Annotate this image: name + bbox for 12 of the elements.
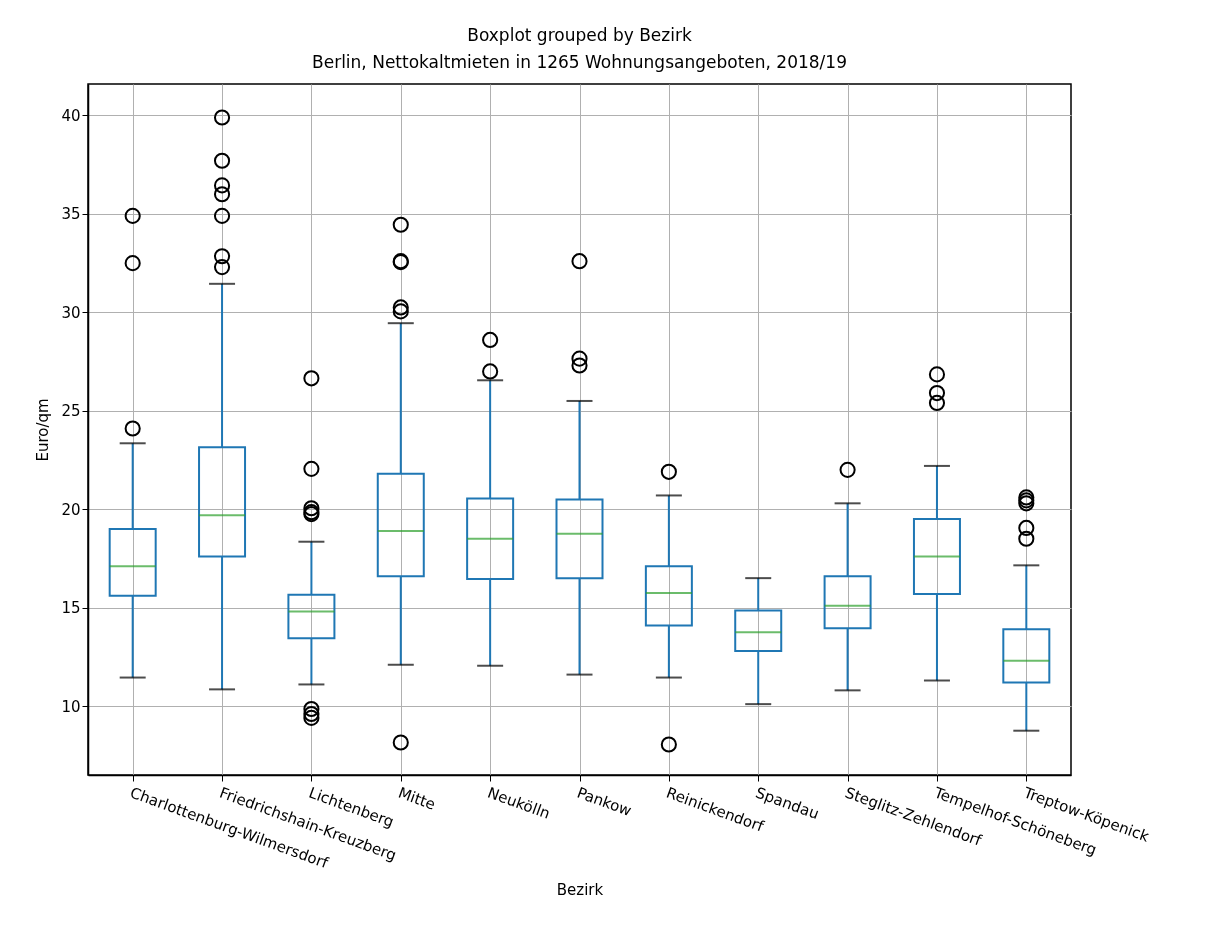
x-tick-label: Mitte — [395, 783, 438, 814]
y-tick-label: 40 — [61, 107, 81, 125]
y-tick-label: 15 — [61, 599, 81, 618]
y-tick-label: 30 — [61, 303, 81, 322]
x-axis-title: Bezirk — [556, 881, 604, 900]
y-tick-label: 25 — [61, 402, 81, 421]
y-axis-title: Euro/qm — [34, 398, 53, 462]
chart-subtitle: Berlin, Nettokaltmieten in 1265 Wohnungsangeboten, 2018/19 — [312, 52, 847, 72]
y-tick-label: 20 — [61, 500, 81, 519]
y-tick-label: 10 — [61, 697, 81, 716]
y-tick-label: 35 — [61, 205, 81, 224]
chart-title: Boxplot grouped by Bezirk — [467, 25, 692, 45]
